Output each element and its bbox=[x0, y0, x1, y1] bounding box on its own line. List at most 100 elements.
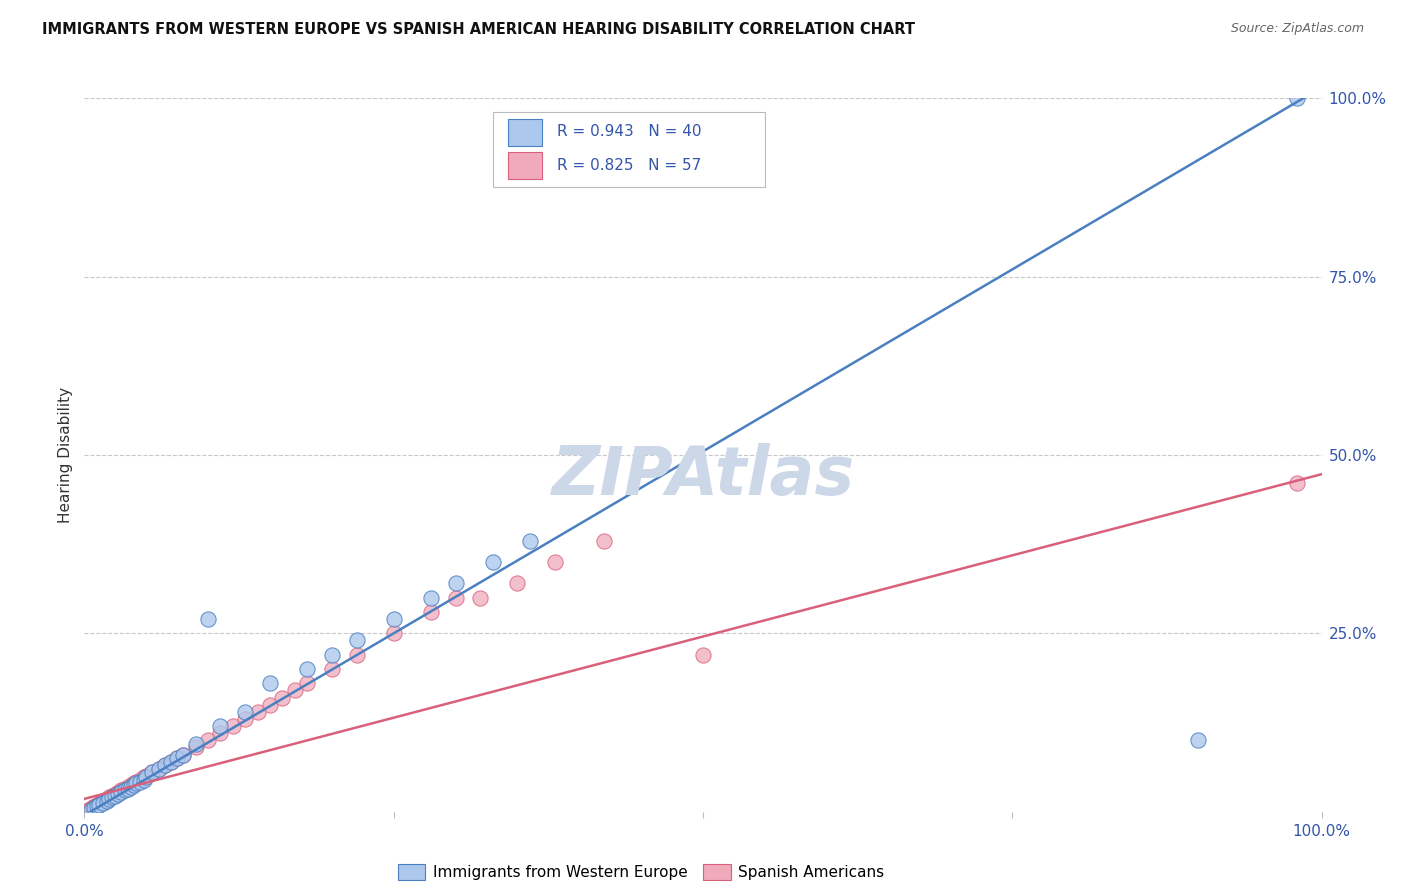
Point bbox=[141, 765, 163, 780]
Point bbox=[98, 792, 121, 806]
Point bbox=[543, 555, 565, 569]
Point bbox=[321, 662, 343, 676]
Point bbox=[112, 781, 135, 796]
Point bbox=[419, 591, 441, 605]
FancyBboxPatch shape bbox=[508, 152, 543, 178]
Point bbox=[346, 648, 368, 662]
Point bbox=[89, 797, 111, 811]
Point bbox=[1285, 91, 1308, 105]
Point bbox=[90, 796, 112, 810]
Point bbox=[160, 755, 183, 769]
Point bbox=[519, 533, 541, 548]
Y-axis label: Hearing Disability: Hearing Disability bbox=[58, 387, 73, 523]
Point bbox=[184, 737, 207, 751]
Point bbox=[419, 605, 441, 619]
Point bbox=[110, 783, 132, 797]
Point bbox=[80, 801, 103, 815]
Point bbox=[97, 792, 120, 806]
Text: Source: ZipAtlas.com: Source: ZipAtlas.com bbox=[1230, 22, 1364, 36]
Point bbox=[246, 705, 269, 719]
Point bbox=[172, 747, 194, 762]
Point bbox=[96, 792, 118, 806]
Text: IMMIGRANTS FROM WESTERN EUROPE VS SPANISH AMERICAN HEARING DISABILITY CORRELATIO: IMMIGRANTS FROM WESTERN EUROPE VS SPANIS… bbox=[42, 22, 915, 37]
Point bbox=[1285, 476, 1308, 491]
Point bbox=[382, 612, 405, 626]
Point bbox=[122, 776, 145, 790]
Point bbox=[87, 797, 110, 812]
Point bbox=[233, 705, 256, 719]
Point bbox=[259, 698, 281, 712]
Point bbox=[148, 762, 170, 776]
Point bbox=[470, 591, 492, 605]
Point bbox=[114, 783, 136, 797]
Point bbox=[197, 733, 219, 747]
Point bbox=[166, 751, 188, 765]
Point bbox=[692, 648, 714, 662]
Point bbox=[83, 801, 105, 815]
Point bbox=[110, 785, 132, 799]
Point bbox=[96, 794, 118, 808]
Point bbox=[132, 772, 155, 787]
FancyBboxPatch shape bbox=[508, 119, 543, 146]
Point bbox=[98, 790, 121, 805]
Point bbox=[321, 648, 343, 662]
Point bbox=[105, 786, 128, 800]
Point bbox=[284, 683, 307, 698]
Point bbox=[141, 765, 163, 780]
Point bbox=[125, 774, 148, 789]
Text: R = 0.825   N = 57: R = 0.825 N = 57 bbox=[557, 158, 702, 173]
Point bbox=[593, 533, 616, 548]
Point bbox=[481, 555, 503, 569]
Point bbox=[86, 799, 108, 814]
Legend: Immigrants from Western Europe, Spanish Americans: Immigrants from Western Europe, Spanish … bbox=[392, 858, 890, 886]
FancyBboxPatch shape bbox=[492, 112, 765, 187]
Point bbox=[120, 778, 142, 792]
Point bbox=[222, 719, 245, 733]
Point bbox=[129, 774, 152, 789]
Point bbox=[135, 769, 157, 783]
Point bbox=[84, 799, 107, 814]
Point bbox=[153, 758, 176, 772]
Point bbox=[79, 802, 101, 816]
Point bbox=[184, 740, 207, 755]
Point bbox=[79, 803, 101, 817]
Point bbox=[125, 776, 148, 790]
Point bbox=[160, 755, 183, 769]
Point bbox=[86, 798, 108, 813]
Point bbox=[259, 676, 281, 690]
Point bbox=[103, 788, 125, 802]
Point bbox=[108, 785, 131, 799]
Point bbox=[166, 751, 188, 765]
Point bbox=[83, 799, 105, 814]
Point bbox=[148, 762, 170, 776]
Point bbox=[172, 747, 194, 762]
Text: R = 0.943   N = 40: R = 0.943 N = 40 bbox=[557, 124, 702, 139]
Point bbox=[346, 633, 368, 648]
Point bbox=[100, 790, 122, 805]
Point bbox=[132, 771, 155, 785]
Point bbox=[444, 591, 467, 605]
Point bbox=[89, 797, 111, 812]
Point bbox=[271, 690, 294, 705]
Point bbox=[209, 726, 232, 740]
Point bbox=[295, 662, 318, 676]
Point bbox=[135, 771, 157, 785]
Point bbox=[382, 626, 405, 640]
Point bbox=[100, 789, 122, 803]
Point bbox=[82, 800, 104, 814]
Point bbox=[129, 772, 152, 787]
Point bbox=[117, 780, 139, 794]
Point bbox=[1187, 733, 1209, 747]
Point bbox=[89, 796, 111, 810]
Point bbox=[153, 758, 176, 772]
Point bbox=[104, 789, 127, 803]
Point bbox=[295, 676, 318, 690]
Point bbox=[107, 787, 129, 801]
Point bbox=[506, 576, 529, 591]
Point bbox=[91, 795, 114, 809]
Point bbox=[93, 794, 115, 808]
Point bbox=[122, 778, 145, 792]
Point bbox=[94, 793, 117, 807]
Point bbox=[77, 803, 100, 817]
Point bbox=[120, 780, 142, 794]
